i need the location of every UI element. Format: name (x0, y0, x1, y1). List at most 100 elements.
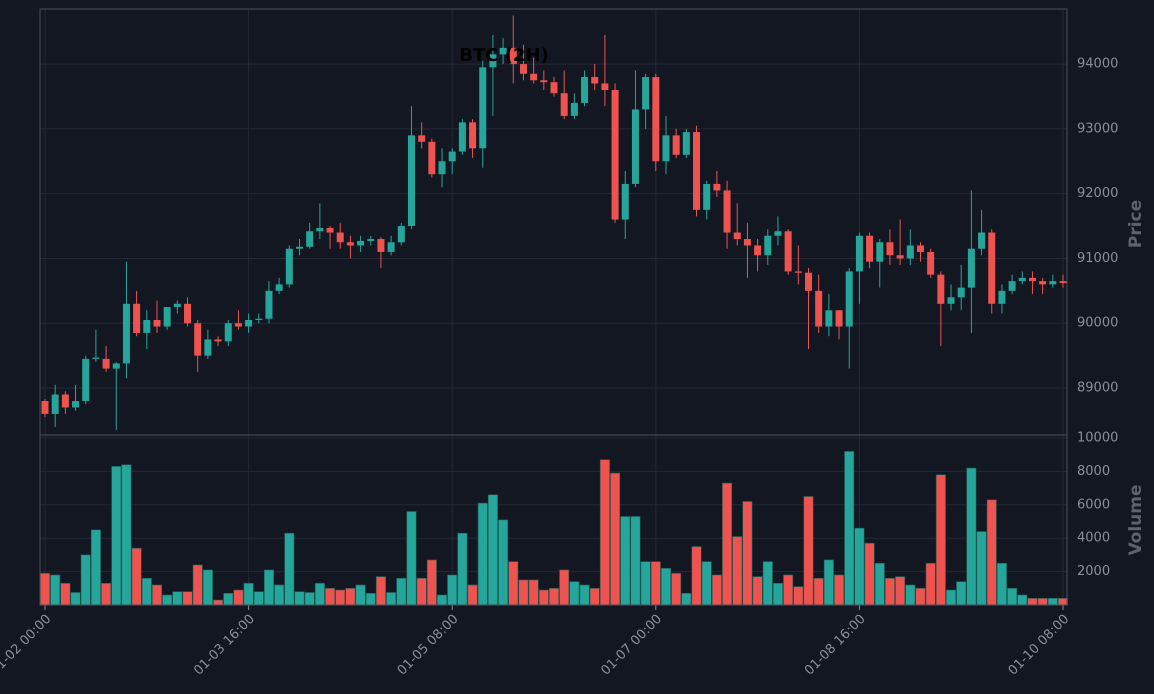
volume-bar (925, 562, 936, 606)
candle-body (550, 82, 558, 94)
candle-body (122, 303, 130, 364)
candle-body (967, 248, 975, 288)
volume-bar (722, 482, 733, 606)
candle-body (560, 93, 568, 116)
candle-body (102, 358, 110, 369)
candle-body (438, 161, 446, 175)
volume-bar (294, 591, 305, 606)
candle-body (469, 122, 477, 149)
candle-body (184, 303, 192, 324)
candle-body (1049, 281, 1057, 285)
candle-body (285, 248, 293, 285)
y-tick-label: 92000 (1077, 186, 1118, 201)
volume-bar (274, 584, 285, 606)
candle-body (662, 135, 670, 162)
candle-body (499, 47, 507, 55)
candle-body (153, 319, 161, 327)
candle-body (377, 239, 385, 252)
volume-bar (956, 581, 967, 606)
candle-body (937, 274, 945, 304)
volume-bar (243, 582, 254, 606)
candle-body (346, 242, 354, 246)
volume-bar (355, 584, 366, 606)
volume-bar (487, 494, 498, 606)
candle-body (479, 67, 487, 149)
volume-bar (498, 519, 509, 606)
candle-body (1018, 277, 1026, 282)
volume-bar (39, 572, 50, 606)
candle-body (275, 284, 283, 291)
volume-bar (620, 516, 631, 606)
volume-bar (548, 588, 559, 606)
volume-bar (467, 584, 478, 606)
volume-bar (752, 576, 763, 606)
y2-axis-label: Volume (1126, 484, 1146, 555)
volume-bar (80, 554, 91, 606)
candle-body (407, 135, 415, 227)
candle-body (530, 73, 538, 81)
volume-bar (151, 584, 162, 606)
volume-bar (233, 589, 244, 606)
volume-bar (803, 496, 814, 606)
volume-bar (172, 591, 183, 606)
candle-body (194, 323, 202, 356)
candle-body (927, 251, 935, 275)
volume-bar (884, 577, 895, 606)
candle-body (1008, 281, 1016, 291)
volume-bar (223, 593, 234, 606)
candle-body (214, 339, 222, 342)
y2-tick-label: 10000 (1077, 431, 1118, 446)
candle-body (774, 231, 782, 236)
volume-bar (895, 576, 906, 606)
volume-bar (426, 559, 437, 606)
volume-bar (182, 591, 193, 606)
candle-body (825, 310, 833, 327)
volume-bar (202, 569, 213, 606)
volume-bar (386, 592, 397, 606)
candle-body (51, 394, 59, 414)
candle-body (855, 235, 863, 272)
volume-bar (599, 459, 610, 606)
volume-bar (823, 559, 834, 606)
candle-body (906, 245, 914, 259)
candle-body (296, 246, 303, 249)
candle-body (509, 47, 517, 65)
chart-title: BTC (2H) (459, 45, 549, 66)
candle-body (733, 232, 741, 240)
candle-body (743, 239, 751, 246)
candle-body (703, 183, 711, 210)
candle-body (387, 242, 395, 252)
volume-bar (396, 577, 407, 606)
volume-bar (660, 567, 671, 606)
candle-body (570, 102, 578, 116)
candle-body (876, 242, 884, 262)
volume-bar (314, 582, 325, 606)
volume-bar (335, 589, 346, 606)
volume-frame (39, 434, 1068, 606)
volume-bar (976, 531, 987, 606)
volume-bar (772, 582, 783, 606)
volume-bar (569, 581, 580, 606)
candle-body (988, 232, 996, 304)
y2-tick-label: 4000 (1077, 531, 1110, 546)
volume-bar (447, 574, 458, 606)
candle-body (754, 245, 762, 256)
candle-body (947, 297, 955, 304)
candle-body (163, 307, 171, 327)
candle-body (866, 235, 874, 262)
candle-body (112, 363, 120, 369)
volume-bar (986, 499, 997, 606)
volume-bar (375, 576, 386, 606)
candle-body (61, 394, 69, 408)
candle-body (611, 89, 619, 220)
volume-bar (691, 546, 702, 606)
candle-body (693, 132, 701, 210)
volume-bar (650, 561, 661, 606)
candle-body (245, 319, 253, 327)
volume-bar (1007, 588, 1018, 606)
candle-body (581, 77, 589, 103)
candle-body (642, 77, 650, 110)
y2-tick-label: 6000 (1077, 497, 1110, 512)
volume-bar (915, 588, 926, 606)
candle-body (143, 319, 151, 333)
